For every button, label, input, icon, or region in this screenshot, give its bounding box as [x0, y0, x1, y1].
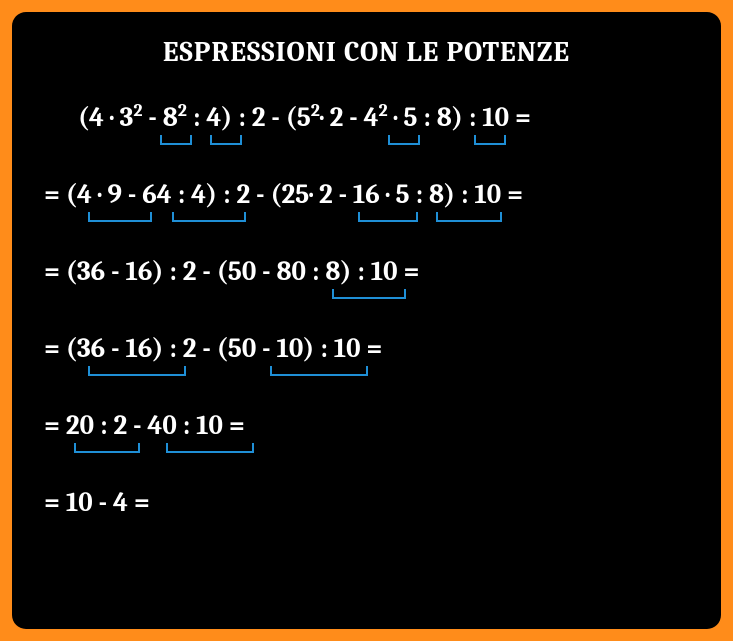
step-bracket — [388, 135, 420, 145]
step-bracket — [436, 212, 502, 222]
expression-line: = 20 : 2 - 40 : 10 = — [44, 410, 689, 441]
step-bracket — [210, 135, 242, 145]
expression-line: = (4 · 9 - 64 : 4) : 2 - (25· 2 - 16 · 5… — [44, 179, 689, 210]
step-bracket — [332, 289, 406, 299]
step-bracket — [358, 212, 418, 222]
expression-line: = (36 - 16) : 2 - (50 - 80 : 8) : 10 = — [44, 256, 689, 287]
step-bracket — [172, 212, 246, 222]
expression-line: (4 · 32 - 82 : 4) : 2 - (52· 2 - 42 · 5 … — [44, 102, 689, 133]
step-bracket — [166, 443, 254, 453]
step-bracket — [270, 366, 368, 376]
step-bracket — [74, 443, 140, 453]
blackboard: ESPRESSIONI CON LE POTENZE (4 · 32 - 82 … — [12, 12, 721, 629]
expression-line: = (36 - 16) : 2 - (50 - 10) : 10 = — [44, 333, 689, 364]
expression-line: = 10 - 4 = — [44, 487, 689, 518]
page-title: ESPRESSIONI CON LE POTENZE — [44, 36, 689, 68]
step-bracket — [160, 135, 192, 145]
step-bracket — [88, 366, 186, 376]
step-bracket — [88, 212, 152, 222]
expression-steps: (4 · 32 - 82 : 4) : 2 - (52· 2 - 42 · 5 … — [44, 102, 689, 518]
step-bracket — [474, 135, 506, 145]
